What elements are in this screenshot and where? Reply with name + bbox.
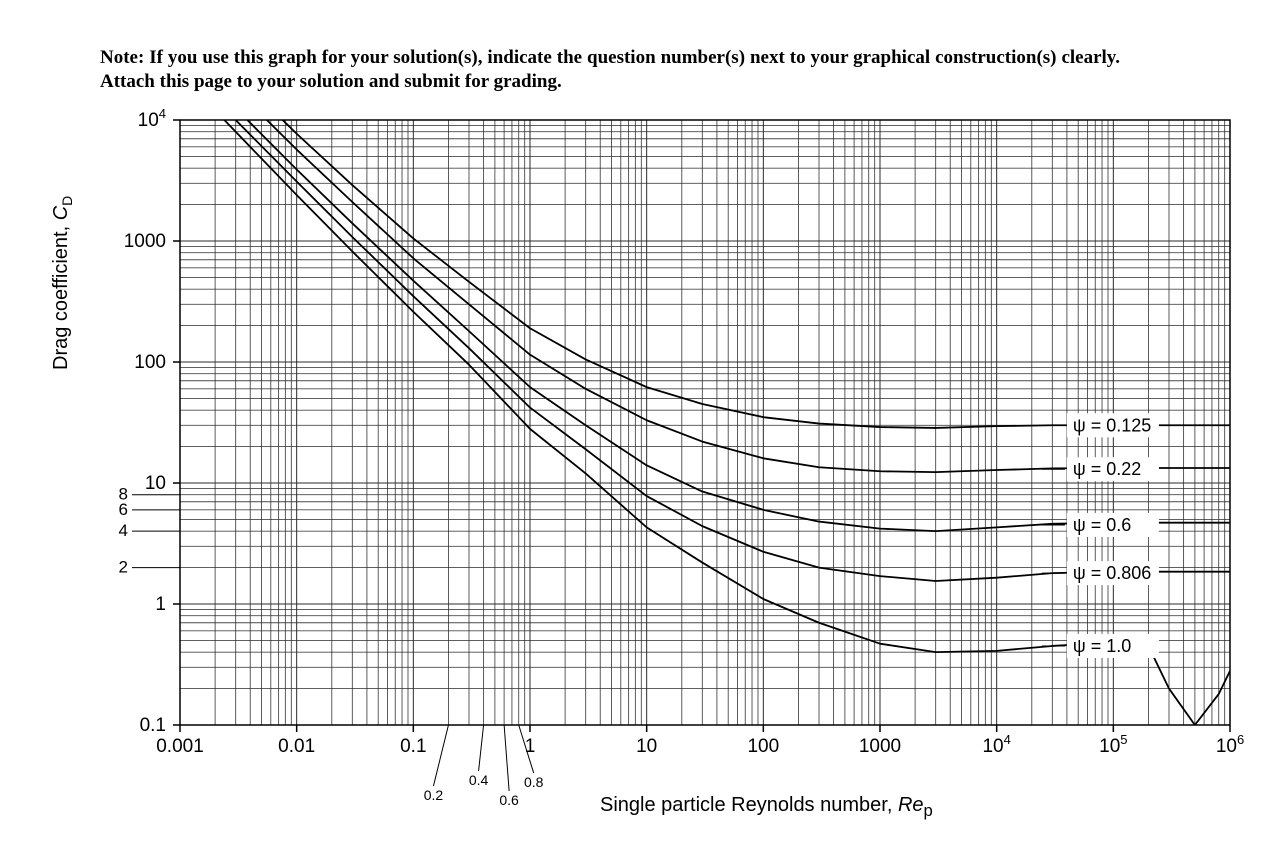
x-axis-label: Single particle Reynolds number, Rep	[600, 794, 933, 821]
svg-text:8: 8	[119, 485, 128, 504]
svg-text:100: 100	[747, 736, 779, 757]
svg-text:1000: 1000	[124, 231, 166, 252]
psi-label-0.806: ψ = 0.806	[1073, 563, 1151, 583]
svg-text:1: 1	[155, 594, 166, 615]
y-axis-label: Drag coefficient, CD	[50, 196, 75, 370]
page-container: { "note_text": "Note: If you use this gr…	[0, 0, 1264, 855]
svg-text:2: 2	[119, 558, 128, 577]
svg-text:10: 10	[636, 736, 657, 757]
svg-text:0.1: 0.1	[400, 736, 426, 757]
drag-coefficient-chart: Drag coefficient, CD Single particle Rey…	[20, 100, 1244, 840]
svg-text:0.001: 0.001	[156, 736, 204, 757]
svg-text:100: 100	[134, 352, 166, 373]
svg-text:104: 104	[982, 732, 1010, 757]
instruction-note: Note: If you use this graph for your sol…	[100, 46, 1120, 95]
chart-svg: 0.001 0.01 0.1 1 10 100 1000 104 105 106 0.1 1 10 100…	[20, 100, 1244, 840]
psi-label-1: ψ = 1.0	[1073, 636, 1131, 656]
psi-label-0.125: ψ = 0.125	[1073, 415, 1151, 435]
svg-text:0.6: 0.6	[499, 792, 519, 808]
svg-text:104: 104	[138, 106, 166, 131]
psi-label-0.22: ψ = 0.22	[1073, 459, 1141, 479]
curve-psi_0.125	[180, 100, 1230, 428]
svg-text:106: 106	[1216, 732, 1244, 757]
svg-text:1000: 1000	[859, 736, 901, 757]
svg-text:0.4: 0.4	[469, 772, 489, 788]
svg-text:0.1: 0.1	[140, 715, 166, 736]
svg-text:105: 105	[1099, 732, 1127, 757]
svg-text:4: 4	[119, 521, 128, 540]
svg-text:0.8: 0.8	[524, 774, 544, 790]
psi-label-0.6: ψ = 0.6	[1073, 515, 1131, 535]
svg-text:0.01: 0.01	[278, 736, 315, 757]
svg-text:0.2: 0.2	[424, 787, 444, 803]
svg-text:1: 1	[525, 736, 536, 757]
svg-text:10: 10	[145, 473, 166, 494]
